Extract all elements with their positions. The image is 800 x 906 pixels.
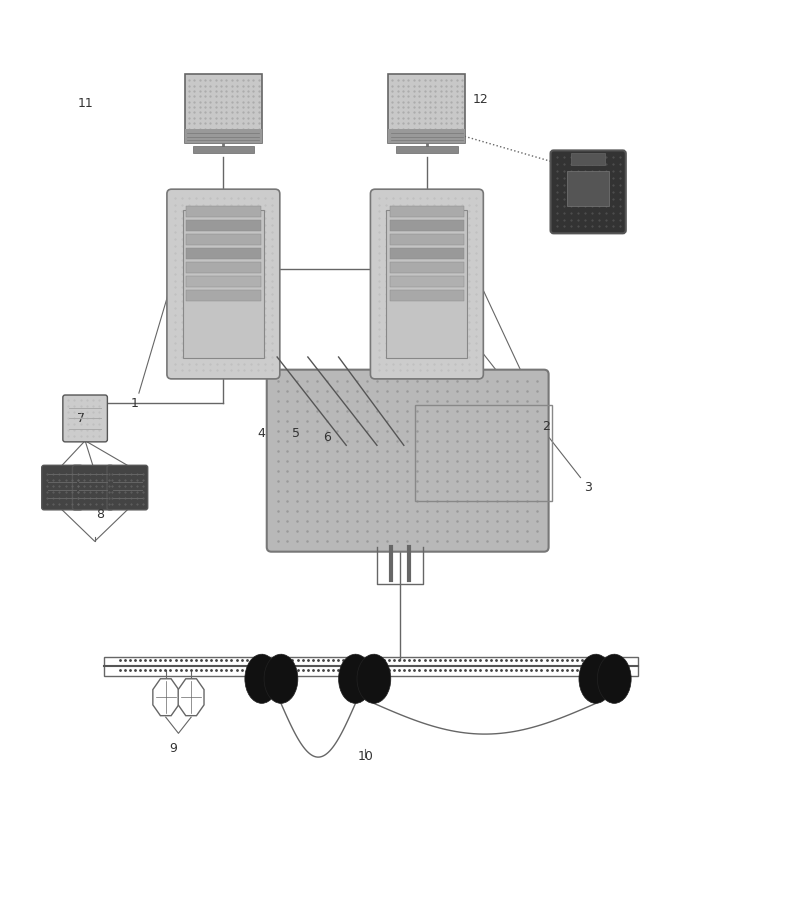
Bar [390, 262, 464, 273]
Ellipse shape [357, 654, 390, 703]
FancyBboxPatch shape [42, 466, 82, 510]
Polygon shape [178, 679, 204, 716]
Text: 12: 12 [473, 93, 489, 106]
Bar [567, 171, 609, 206]
Text: 9: 9 [170, 742, 178, 756]
FancyBboxPatch shape [107, 466, 148, 510]
Bar [571, 153, 606, 165]
Text: 7: 7 [78, 412, 86, 425]
Bar [390, 290, 464, 301]
FancyBboxPatch shape [63, 395, 107, 442]
Bar [389, 74, 466, 143]
Text: 4: 4 [258, 428, 266, 440]
Text: 10: 10 [358, 750, 374, 763]
Bar [104, 657, 638, 676]
Text: 5: 5 [292, 428, 300, 440]
Bar [390, 207, 464, 217]
Text: 13: 13 [596, 197, 611, 210]
Bar [186, 276, 261, 287]
Ellipse shape [598, 654, 631, 703]
Ellipse shape [245, 654, 278, 703]
Text: 3: 3 [584, 481, 592, 494]
Bar [186, 262, 261, 273]
FancyBboxPatch shape [266, 370, 549, 552]
Bar [186, 207, 261, 217]
Bar [390, 276, 464, 287]
Bar [390, 220, 464, 231]
Bar [193, 146, 254, 153]
Text: 8: 8 [97, 508, 105, 521]
FancyBboxPatch shape [370, 189, 483, 379]
Bar [186, 235, 261, 245]
FancyBboxPatch shape [550, 150, 626, 234]
Bar [183, 210, 264, 358]
Text: 2: 2 [542, 419, 550, 433]
Bar [389, 130, 466, 143]
Bar [390, 235, 464, 245]
Bar [186, 248, 261, 259]
Bar [185, 130, 262, 143]
FancyBboxPatch shape [73, 466, 113, 510]
Text: 11: 11 [78, 97, 93, 110]
Bar [396, 146, 458, 153]
Text: 6: 6 [323, 431, 331, 444]
Bar [186, 290, 261, 301]
Ellipse shape [579, 654, 613, 703]
Bar [415, 406, 552, 500]
Bar [390, 248, 464, 259]
Bar [186, 220, 261, 231]
Ellipse shape [338, 654, 372, 703]
FancyBboxPatch shape [167, 189, 280, 379]
Bar [185, 74, 262, 143]
Bar [386, 210, 467, 358]
Ellipse shape [264, 654, 298, 703]
Text: 1: 1 [131, 397, 139, 410]
Polygon shape [153, 679, 178, 716]
